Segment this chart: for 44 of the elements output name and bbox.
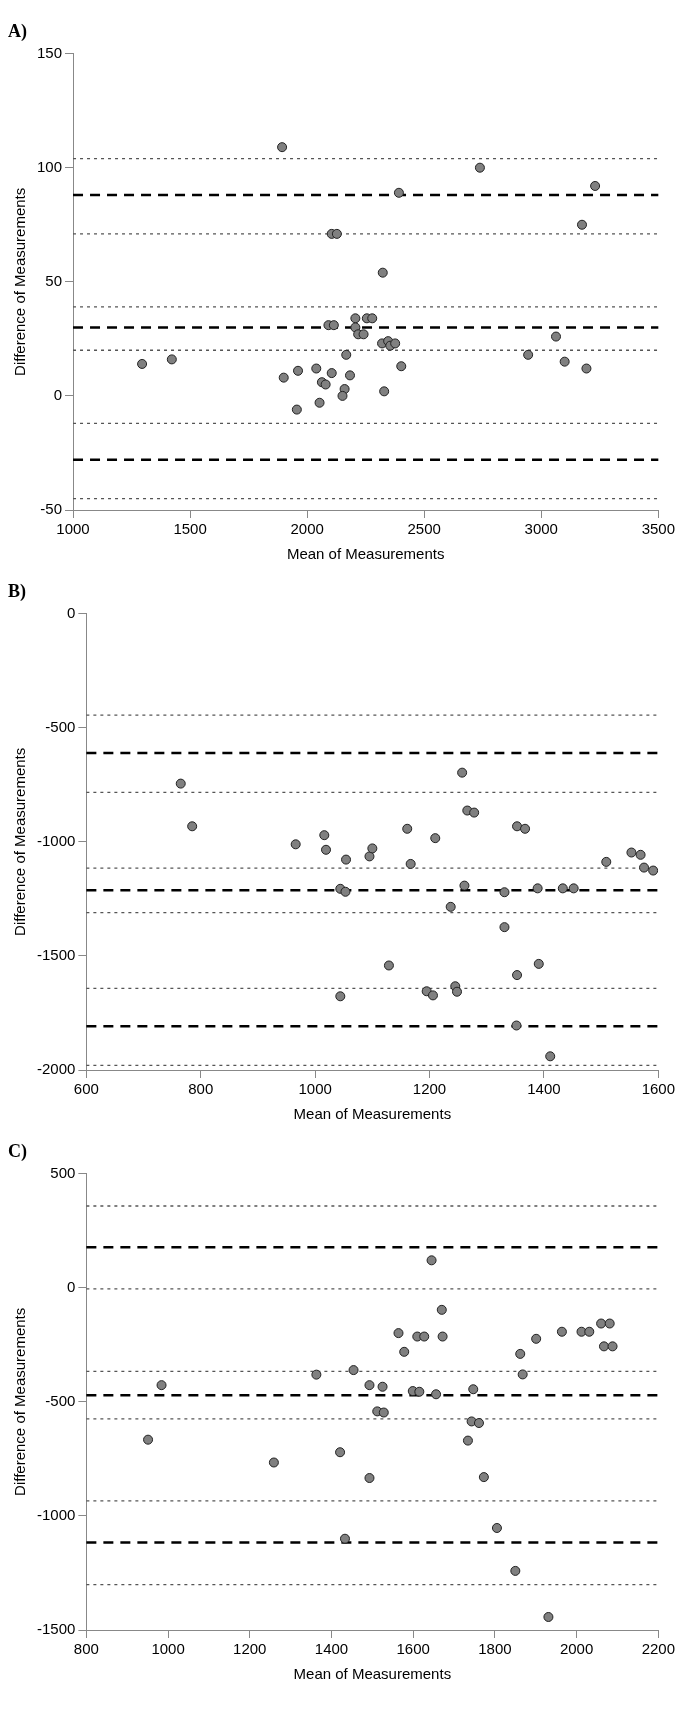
x-tick-label: 1000: [56, 520, 90, 538]
y-axis-title: Difference of Measurements: [11, 1307, 29, 1496]
x-tick-label: 1600: [396, 1640, 430, 1658]
x-tick-label: 1200: [233, 1640, 267, 1658]
y-tick-label: -2000: [36, 1060, 76, 1078]
x-tick-label: 800: [73, 1640, 99, 1658]
y-tick-label: 150: [37, 43, 63, 61]
y-tick-label: 0: [67, 1277, 76, 1295]
x-tick-label: 2200: [641, 1640, 675, 1658]
x-tick-label: 3500: [641, 520, 675, 538]
y-tick-label: 500: [50, 1163, 76, 1181]
x-axis-title: Mean of Measurements: [293, 1105, 452, 1123]
x-tick-label: 3000: [524, 520, 558, 538]
x-tick-label: 1000: [151, 1640, 185, 1658]
x-tick-label: 2500: [407, 520, 441, 538]
x-tick-label: 600: [73, 1080, 99, 1098]
x-tick-label: 1200: [412, 1080, 447, 1098]
x-axis-title: Mean of Measurements: [286, 545, 445, 563]
x-tick-label: 1400: [314, 1640, 349, 1658]
x-tick-label: 800: [188, 1080, 214, 1098]
y-tick-label: -1500: [36, 1620, 76, 1638]
y-tick-label: -50: [40, 500, 63, 518]
y-tick-label: -1000: [36, 831, 76, 849]
y-tick-label: -500: [45, 717, 76, 735]
x-tick-label: 2000: [559, 1640, 594, 1658]
y-tick-label: 100: [37, 157, 63, 175]
y-tick-label: -1000: [36, 1506, 76, 1524]
chart-title: C): [8, 1141, 27, 1163]
y-tick-label: -1500: [36, 946, 76, 964]
y-axis-title: Difference of Measurements: [11, 187, 29, 376]
x-tick-label: 1500: [173, 520, 207, 538]
y-axis-title: Difference of Measurements: [11, 747, 29, 936]
x-tick-label: 1800: [478, 1640, 512, 1658]
chart-title: B): [8, 581, 27, 603]
chart-title: A): [8, 21, 27, 43]
y-tick-label: 50: [45, 271, 63, 289]
x-tick-label: 1600: [641, 1080, 675, 1098]
y-tick-label: 0: [67, 603, 76, 621]
x-tick-label: 2000: [290, 520, 324, 538]
x-tick-label: 1400: [527, 1080, 561, 1098]
x-tick-label: 1000: [298, 1080, 332, 1098]
y-tick-label: 0: [53, 386, 63, 404]
y-tick-label: -500: [45, 1391, 76, 1409]
x-axis-title: Mean of Measurements: [293, 1665, 452, 1683]
